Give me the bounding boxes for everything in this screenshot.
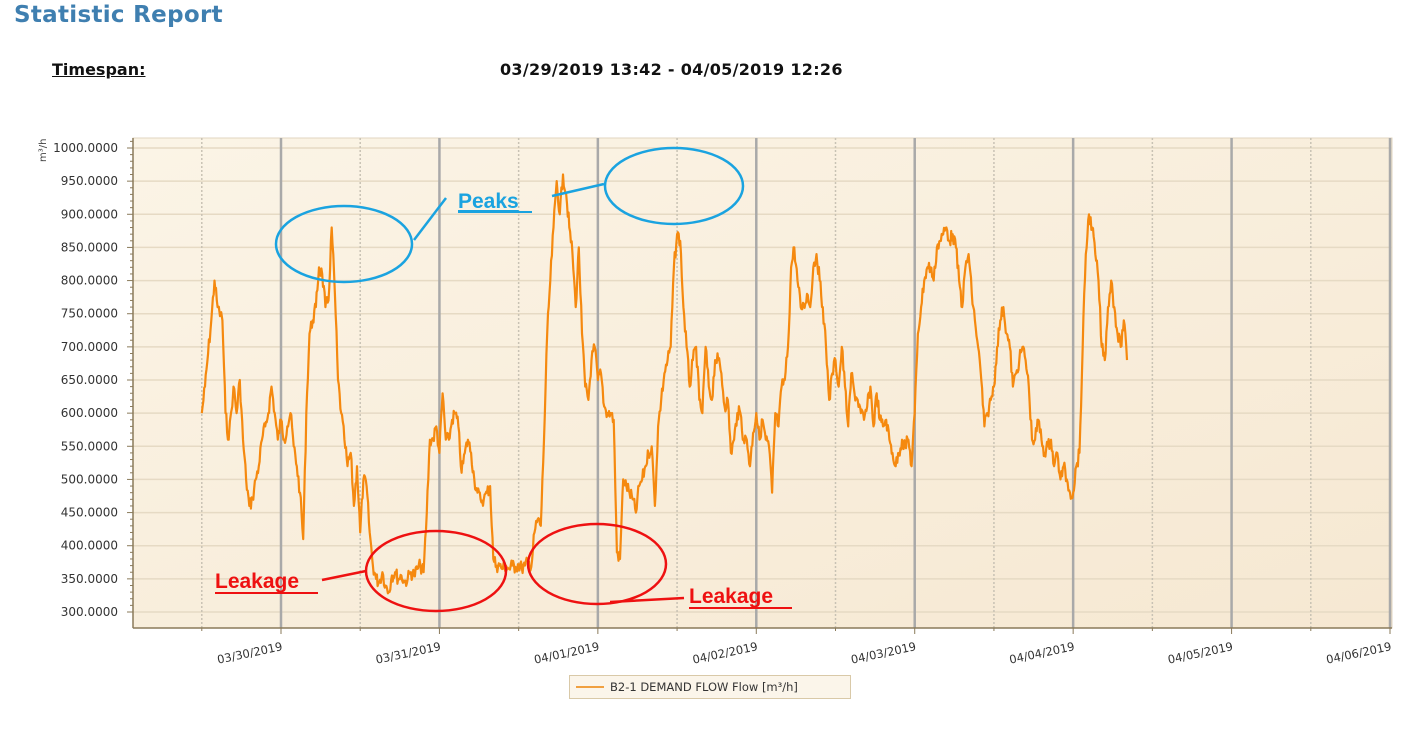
legend-swatch-line (576, 686, 604, 688)
y-tick-label: 850.0000 (61, 240, 118, 254)
x-tick-label: 04/06/2019 (1325, 639, 1393, 666)
chart-legend: B2-1 DEMAND FLOW Flow [m³/h] (569, 675, 851, 699)
gridlines (133, 138, 1392, 628)
peak-pointer-right (551, 182, 605, 198)
y-axis: 300.0000 350.0000 400.0000 450.0000 500.0000… (53, 138, 134, 628)
timespan-value: 03/29/2019 13:42 - 04/05/2019 12:26 (500, 60, 843, 79)
legend-label: B2-1 DEMAND FLOW Flow [m³/h] (610, 680, 798, 694)
leakage-pointer-right (609, 596, 685, 604)
y-tick-label: 550.0000 (61, 439, 118, 453)
x-tick-label: 03/31/2019 (374, 639, 442, 666)
y-tick-label: 700.0000 (61, 340, 118, 354)
leakage-annotation-right: Leakage (689, 585, 773, 608)
x-tick-label: 04/03/2019 (850, 639, 918, 666)
y-tick-label: 350.0000 (61, 572, 118, 586)
y-tick-label: 750.0000 (61, 307, 118, 321)
leakage-ellipse-right (526, 522, 668, 606)
y-tick-label: 300.0000 (61, 605, 118, 619)
timespan-label: Timespan: (52, 60, 146, 79)
demand-flow-series-line (200, 173, 1129, 595)
y-tick-label: 500.0000 (61, 472, 118, 486)
y-tick-label: 600.0000 (61, 406, 118, 420)
y-tick-label: 1000.0000 (53, 141, 118, 155)
leakage-annotation-left: Leakage (215, 570, 299, 593)
x-tick-label: 04/01/2019 (533, 639, 601, 666)
y-tick-label: 450.0000 (61, 506, 118, 520)
x-axis: 03/30/2019 03/31/2019 04/01/2019 04/02/2019… (133, 627, 1393, 667)
y-axis-unit-label: m³/h (38, 139, 49, 162)
peaks-annotation: Peaks (458, 190, 519, 213)
peak-pointer-left (413, 197, 447, 241)
report-title: Statistic Report (14, 2, 223, 28)
y-tick-label: 650.0000 (61, 373, 118, 387)
x-tick-label: 04/05/2019 (1166, 639, 1234, 666)
x-tick-label: 04/02/2019 (691, 639, 759, 666)
y-tick-label: 900.0000 (61, 207, 118, 221)
x-tick-label: 04/04/2019 (1008, 639, 1076, 666)
y-tick-label: 400.0000 (61, 539, 118, 553)
x-tick-label: 03/30/2019 (216, 639, 284, 666)
y-tick-label: 950.0000 (61, 174, 118, 188)
peak-ellipse-right (603, 146, 745, 226)
y-tick-label: 800.0000 (61, 274, 118, 288)
plot-area (132, 137, 1393, 629)
leakage-pointer-left (321, 569, 367, 582)
peak-ellipse-left (274, 204, 414, 284)
